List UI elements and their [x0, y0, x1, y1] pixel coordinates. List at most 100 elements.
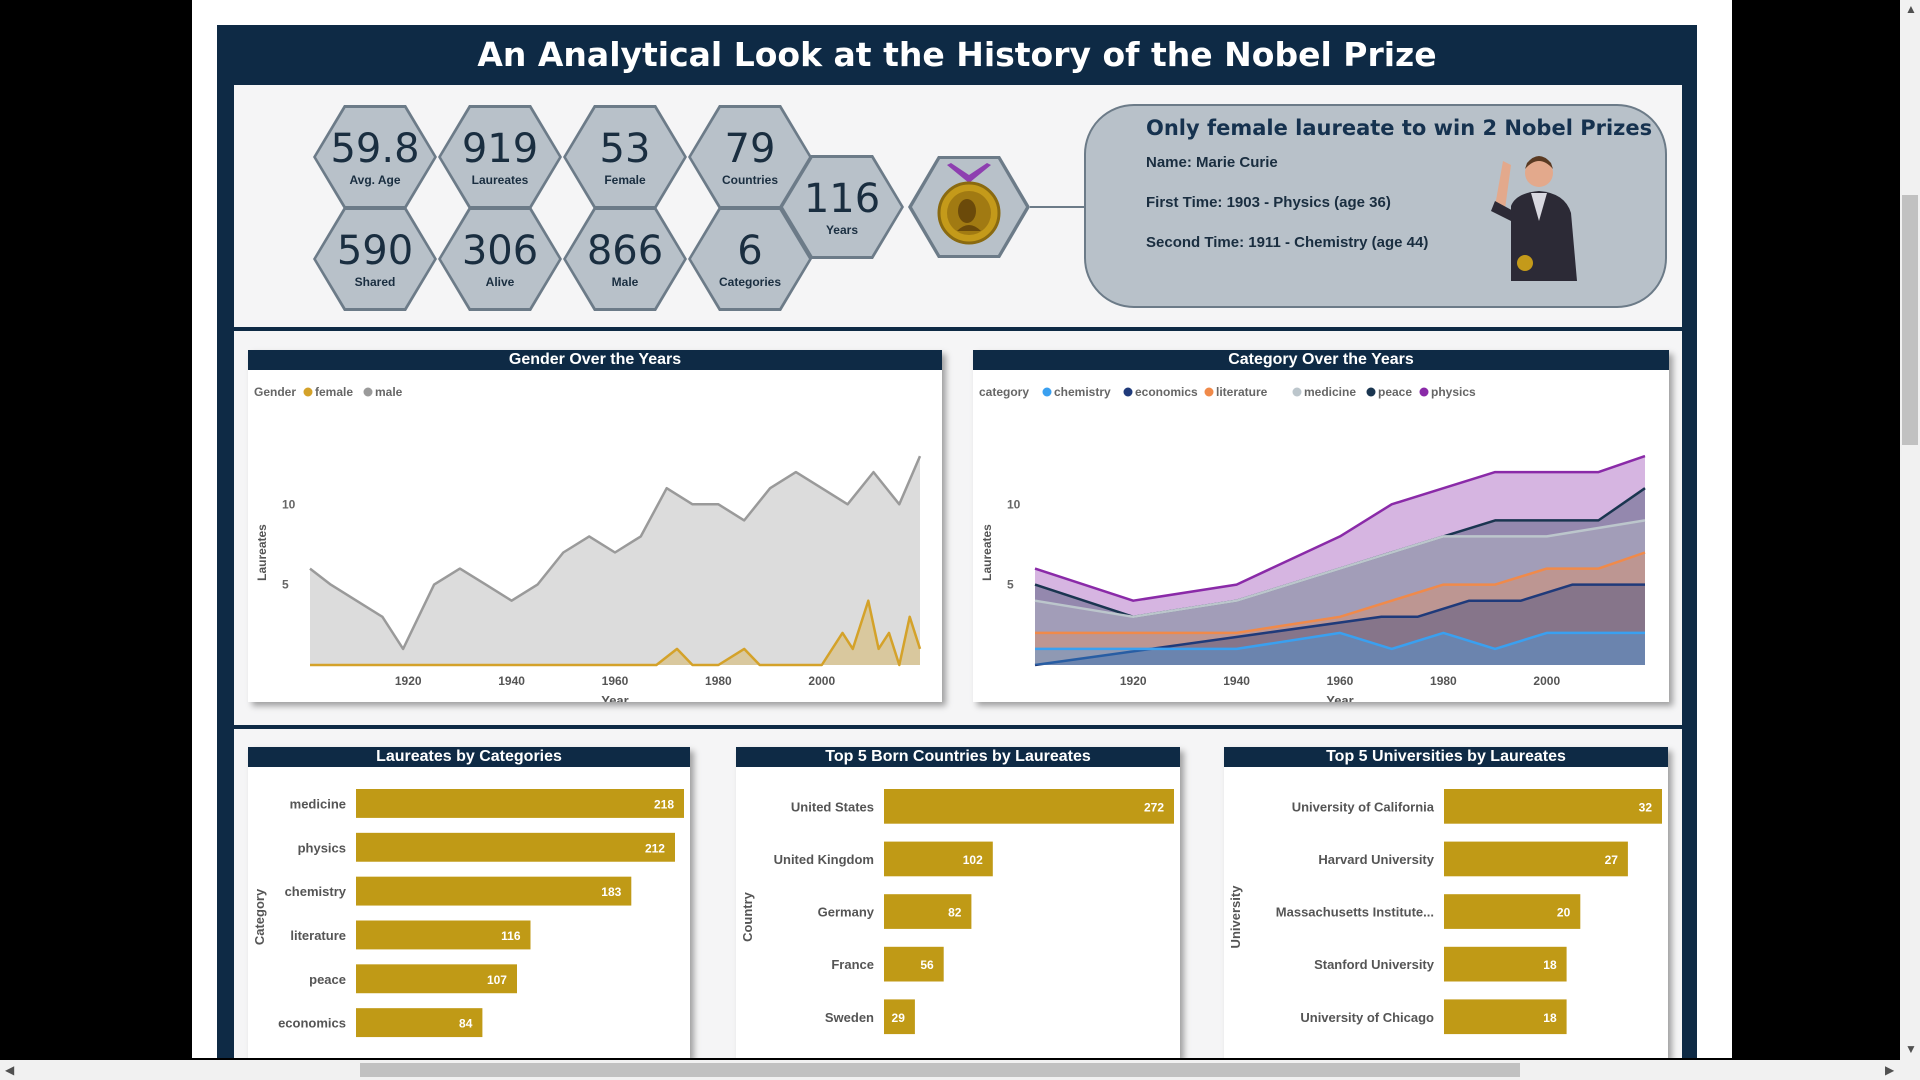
marie-curie-portrait: [1491, 156, 1577, 281]
legend-marker: [303, 387, 313, 397]
legend-item-female: female: [315, 385, 353, 399]
x-tick-label: 1940: [498, 674, 525, 688]
legend-marker: [1419, 387, 1429, 397]
data-label: 84: [459, 1017, 473, 1031]
bar: [884, 894, 972, 929]
series-line-economics: [1034, 583, 1645, 667]
data-label: 183: [601, 885, 621, 899]
kpi-years: 116 Years: [780, 155, 904, 259]
x-tick-label: 2000: [1533, 674, 1560, 688]
kpi-female: 53 Female: [563, 105, 687, 209]
x-tick-label: 1980: [705, 674, 732, 688]
universities-chart-card: Top 5 Universities by Laureates Universi…: [1224, 747, 1668, 1058]
marie-curie-card: Only female laureate to win 2 Nobel Priz…: [1084, 104, 1667, 308]
data-label: 20: [1557, 906, 1571, 920]
data-label: 82: [948, 906, 962, 920]
universities-bar-chart: University University of California 32 Harv…: [1228, 789, 1662, 1035]
bar: [356, 1008, 483, 1038]
category-chart-card: Category Over the Years category chemistr…: [973, 350, 1669, 702]
legend-item-economics: economics: [1135, 385, 1198, 399]
kpi-label: Alive: [485, 275, 515, 289]
legend-item-chemistry: chemistry: [1054, 385, 1111, 399]
y-tick-label: 10: [282, 497, 296, 511]
scroll-down-icon[interactable]: ▼: [1905, 1042, 1917, 1056]
data-label: 18: [1543, 958, 1557, 972]
series-line-male: [309, 455, 922, 651]
data-label: 32: [1639, 800, 1653, 814]
countries-chart-title: Top 5 Born Countries by Laureates: [736, 747, 1180, 767]
category-label: Stanford University: [1314, 957, 1435, 972]
kpi-laureates: 919 Laureates: [438, 105, 562, 209]
categories-chart-card: Laureates by Categories Category medicine…: [248, 747, 690, 1058]
data-label: 212: [645, 841, 665, 855]
legend-item-peace: peace: [1378, 385, 1412, 399]
kpi-label: Countries: [721, 173, 778, 187]
series-line-female: [310, 599, 922, 667]
bar: [884, 999, 915, 1035]
kpi-label: Years: [825, 223, 859, 237]
category-label: chemistry: [285, 884, 347, 899]
category-label: literature: [290, 928, 346, 943]
y-axis-label: Laureates: [255, 524, 269, 581]
x-tick-label: 1920: [395, 674, 422, 688]
bar: [1444, 789, 1662, 824]
horizontal-scroll-thumb[interactable]: [360, 1063, 1520, 1077]
gender-chart: Gender female male 5 10 1920 1940 1960 1980 2000 Y…: [254, 385, 922, 702]
scroll-up-icon[interactable]: ▲: [1905, 2, 1917, 16]
data-label: 272: [1144, 800, 1164, 814]
series-line-physics: [1034, 454, 1646, 602]
kpi-countries: 79 Countries: [688, 105, 812, 209]
data-label: 116: [501, 929, 521, 943]
vertical-scrollbar[interactable]: ▲ ▼: [1900, 0, 1920, 1060]
series-area-medicine: [1035, 520, 1645, 665]
bar: [356, 920, 531, 950]
kpi-value: 866: [586, 228, 664, 274]
kpi-label: Categories: [718, 275, 782, 289]
category-label: physics: [298, 840, 346, 855]
kpi-value: 306: [461, 228, 539, 274]
x-tick-label: 1960: [602, 674, 629, 688]
y-axis-label: Laureates: [980, 524, 994, 581]
info-card-name: Name: Marie Curie: [1146, 154, 1278, 171]
series-area-peace: [1035, 488, 1645, 665]
legend-marker: [363, 387, 373, 397]
x-tick-label: 1980: [1430, 674, 1457, 688]
legend-title: Gender: [254, 385, 296, 399]
scroll-right-icon[interactable]: ▶: [1885, 1063, 1895, 1077]
connector-line: [1030, 206, 1085, 208]
category-chart: category chemistry economics literature medi…: [979, 385, 1646, 702]
legend-item-physics: physics: [1431, 385, 1476, 399]
kpi-label: Avg. Age: [349, 173, 401, 187]
vertical-scroll-thumb[interactable]: [1902, 195, 1918, 445]
x-tick-label: 1960: [1327, 674, 1354, 688]
y-tick-label: 10: [1007, 497, 1021, 511]
data-label: 29: [892, 1011, 906, 1025]
series-line-chemistry: [1035, 631, 1645, 651]
category-label: France: [831, 957, 874, 972]
medal-icon: [907, 155, 1031, 264]
kpi-value: 79: [724, 126, 776, 172]
data-label: 18: [1543, 1011, 1557, 1025]
category-label: Sweden: [825, 1010, 874, 1025]
data-label: 107: [487, 973, 507, 987]
legend-item-male: male: [375, 385, 403, 399]
dashboard-title: An Analytical Look at the History of the…: [477, 35, 1437, 74]
info-card-heading: Only female laureate to win 2 Nobel Priz…: [1146, 116, 1653, 140]
info-card-second-prize: Second Time: 1911 - Chemistry (age 44): [1146, 234, 1429, 251]
legend-item-literature: literature: [1216, 385, 1268, 399]
bar: [884, 841, 993, 877]
legend-marker: [1042, 387, 1052, 397]
bar: [1444, 894, 1581, 929]
y-tick-label: 5: [1007, 578, 1014, 592]
bar: [884, 789, 1174, 824]
horizontal-scrollbar[interactable]: ◀ ▶: [0, 1060, 1920, 1080]
x-axis-label: Year: [601, 693, 628, 702]
kpi-value: 590: [336, 228, 414, 274]
scroll-left-icon[interactable]: ◀: [5, 1063, 15, 1077]
category-chart-title: Category Over the Years: [973, 350, 1669, 370]
category-label: University of California: [1292, 799, 1435, 814]
kpi-value: 919: [461, 126, 539, 172]
bar: [1444, 946, 1567, 982]
categories-bar-chart: Category medicine 218 physics 212 chemistry 18…: [252, 789, 684, 1038]
bar: [356, 876, 632, 906]
